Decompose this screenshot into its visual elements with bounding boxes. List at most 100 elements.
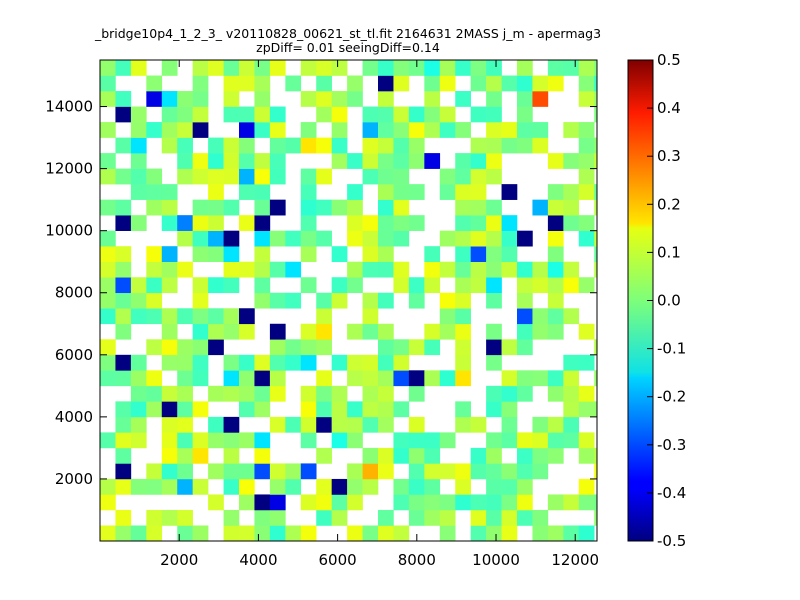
heatmap-cell (470, 153, 487, 169)
heatmap-cell (439, 463, 456, 480)
heatmap-cell (486, 75, 502, 92)
heatmap-cell (378, 75, 394, 92)
heatmap-cell (578, 277, 595, 294)
heatmap-cell (408, 184, 425, 200)
heatmap-cell (285, 75, 302, 92)
heatmap-cell (578, 432, 595, 449)
heatmap-cell (517, 432, 533, 449)
heatmap-cell (100, 494, 116, 511)
heatmap-cell (578, 168, 595, 185)
heatmap-cell (300, 215, 317, 231)
heatmap-cell (146, 261, 163, 278)
heatmap-cell (239, 261, 255, 278)
heatmap-cell (146, 463, 163, 480)
heatmap-cell (300, 525, 317, 541)
heatmap-cell (192, 339, 209, 356)
heatmap-cell (455, 153, 471, 169)
heatmap-cell (501, 432, 518, 449)
heatmap-cell (378, 354, 394, 371)
heatmap-cell (393, 525, 410, 541)
heatmap-cell (393, 137, 410, 154)
heatmap-cell (115, 60, 132, 76)
heatmap-cell (208, 230, 224, 247)
heatmap-cell (424, 75, 441, 92)
heatmap-cell (269, 292, 286, 309)
heatmap-cell (362, 292, 379, 309)
heatmap-cell (115, 137, 132, 154)
heatmap-cell (192, 199, 209, 216)
heatmap-cell (146, 168, 163, 185)
heatmap-cell (146, 292, 163, 309)
heatmap-cell (254, 261, 271, 278)
heatmap-cell (486, 354, 502, 371)
heatmap-cell (192, 525, 209, 541)
heatmap-cell (146, 525, 163, 541)
heatmap-cell (223, 91, 240, 107)
heatmap-cell (362, 308, 379, 325)
heatmap-cell (161, 478, 178, 495)
heatmap-cell (192, 370, 209, 387)
heatmap-cell (594, 230, 597, 247)
heatmap-cell (254, 122, 271, 138)
heatmap-cell (300, 385, 317, 402)
heatmap-cell (239, 494, 255, 511)
heatmap-cell (362, 401, 379, 418)
heatmap-cell (208, 432, 224, 449)
heatmap-cell (547, 323, 564, 340)
heatmap-cell (594, 106, 597, 123)
heatmap-cell (254, 447, 271, 464)
heatmap-cell (393, 370, 410, 387)
heatmap-cell (239, 354, 255, 371)
heatmap-cell (347, 416, 363, 433)
heatmap-cell (486, 137, 502, 154)
heatmap-cell (563, 153, 580, 169)
heatmap-cell (547, 277, 564, 294)
heatmap-cell (269, 153, 286, 169)
heatmap-cell (115, 432, 132, 449)
heatmap-cell (578, 137, 595, 154)
heatmap-cell (501, 261, 518, 278)
heatmap-cell (177, 168, 193, 185)
heatmap-cell (208, 168, 224, 185)
heatmap-cell (470, 416, 487, 433)
heatmap-cell (316, 478, 332, 495)
heatmap-cell (115, 323, 132, 340)
heatmap-cell (316, 292, 332, 309)
heatmap-cell (501, 463, 518, 480)
heatmap-cell (424, 277, 441, 294)
y-tick-label: 2000 (55, 470, 93, 488)
heatmap-cell (223, 261, 240, 278)
heatmap-cell (563, 308, 580, 325)
heatmap-cell (470, 215, 487, 231)
heatmap-cell (517, 478, 533, 495)
heatmap-cell (455, 277, 471, 294)
heatmap-cell (486, 106, 502, 123)
heatmap-cell (254, 246, 271, 263)
heatmap-cell (594, 60, 597, 76)
heatmap-cell (100, 339, 116, 356)
heatmap-cell (455, 370, 471, 387)
heatmap-cell (146, 184, 163, 200)
heatmap-cell (455, 261, 471, 278)
heatmap-cell (347, 354, 363, 371)
heatmap-cell (501, 215, 518, 231)
heatmap-cell (501, 184, 518, 200)
heatmap-cell (563, 184, 580, 200)
heatmap-cell (269, 354, 286, 371)
heatmap-cell (470, 75, 487, 92)
heatmap-cell (578, 494, 595, 511)
heatmap-cell (254, 385, 271, 402)
heatmap-cell (378, 292, 394, 309)
heatmap-cell (316, 60, 332, 76)
heatmap-cell (161, 385, 178, 402)
heatmap-cell (331, 277, 348, 294)
heatmap-cell (439, 494, 456, 511)
heatmap-cell (347, 230, 363, 247)
heatmap-cell (378, 370, 394, 387)
heatmap-cell (285, 416, 302, 433)
heatmap-cell (378, 323, 394, 340)
heatmap-cell (192, 91, 209, 107)
heatmap-cell (100, 199, 116, 216)
y-tick-label: 12000 (45, 160, 93, 178)
heatmap-cell (177, 122, 193, 138)
